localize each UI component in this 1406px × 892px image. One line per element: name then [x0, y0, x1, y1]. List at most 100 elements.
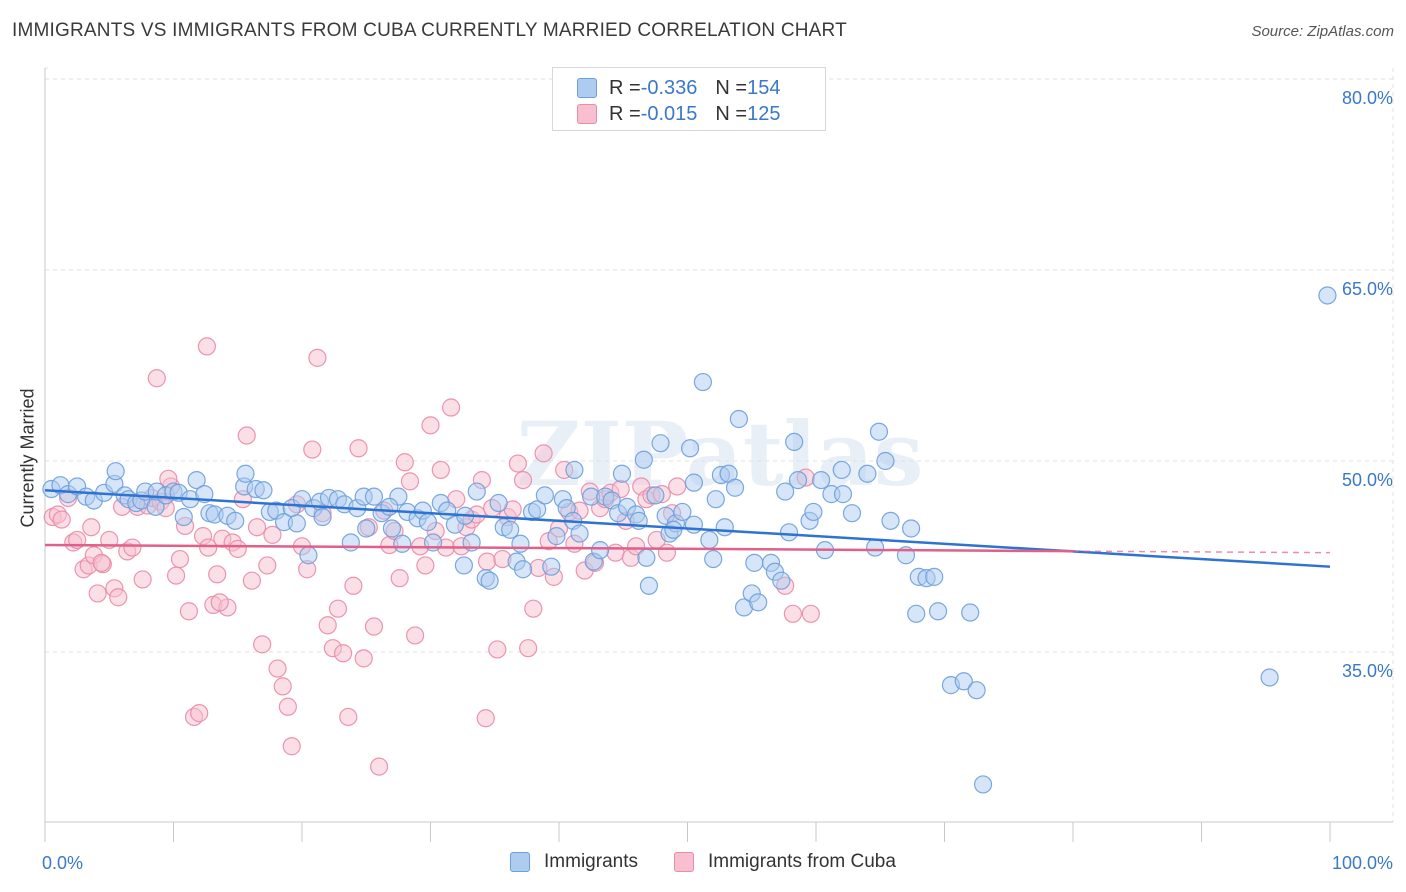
- trend-line-immigrants: [44, 489, 1331, 568]
- legend-n-value: 154: [747, 76, 781, 99]
- data-point-immigrants: [454, 556, 474, 575]
- legend-item-immigrants[interactable]: Immigrants: [510, 851, 638, 873]
- legend-row-cuba: R = -0.015 N = 125: [577, 101, 780, 127]
- data-point-immigrants: [833, 485, 853, 504]
- data-point-immigrants: [651, 434, 670, 453]
- data-point-immigrants: [513, 560, 533, 579]
- data-point-immigrants: [961, 603, 980, 622]
- legend-label-cuba: Immigrants from Cuba: [708, 851, 896, 872]
- data-point-cuba: [519, 639, 538, 658]
- data-point-immigrants: [680, 439, 700, 458]
- data-point-cuba: [431, 460, 450, 480]
- data-point-immigrants: [236, 464, 255, 483]
- data-point-immigrants: [812, 471, 831, 490]
- data-point-immigrants: [684, 473, 704, 492]
- data-point-cuba: [92, 553, 111, 572]
- data-point-immigrants: [1260, 668, 1279, 687]
- data-point-cuba: [783, 604, 802, 623]
- data-point-cuba: [370, 757, 389, 776]
- data-point-immigrants: [925, 567, 944, 586]
- data-point-cuba: [197, 337, 217, 356]
- data-point-immigrants: [364, 487, 384, 506]
- data-point-cuba: [82, 518, 101, 537]
- data-point-immigrants: [480, 571, 499, 590]
- data-point-immigrants: [842, 504, 862, 523]
- data-point-immigrants: [570, 524, 589, 543]
- data-point-cuba: [179, 602, 199, 621]
- data-point-immigrants: [646, 486, 665, 505]
- watermark-logo: ZIPatlas: [517, 402, 924, 506]
- data-point-immigrants: [788, 471, 808, 490]
- data-point-immigrants: [187, 471, 206, 490]
- data-point-cuba: [534, 444, 553, 463]
- data-point-cuba: [88, 584, 107, 603]
- data-point-cuba: [237, 426, 256, 445]
- data-point-immigrants: [967, 681, 986, 700]
- data-point-immigrants: [637, 548, 656, 567]
- data-point-cuba: [334, 644, 353, 663]
- data-point-immigrants: [776, 482, 795, 501]
- data-point-cuba: [668, 477, 687, 496]
- legend-item-cuba[interactable]: Immigrants from Cuba: [674, 851, 896, 873]
- data-point-immigrants: [684, 515, 704, 534]
- data-point-immigrants: [254, 481, 273, 500]
- data-point-immigrants: [804, 502, 823, 522]
- data-point-immigrants: [287, 514, 306, 533]
- data-point-cuba: [524, 599, 543, 618]
- data-point-immigrants: [382, 519, 402, 538]
- data-point-immigrants: [634, 450, 653, 469]
- data-point-cuba: [318, 616, 337, 635]
- data-point-immigrants: [535, 486, 554, 505]
- data-point-cuba: [303, 440, 322, 459]
- data-point-immigrants: [380, 497, 399, 516]
- data-point-cuba: [513, 471, 533, 490]
- data-point-cuba: [606, 543, 625, 562]
- legend-swatch-pink: [577, 104, 597, 124]
- data-point-immigrants: [745, 553, 764, 572]
- data-point-immigrants: [489, 493, 508, 513]
- data-point-cuba: [308, 348, 327, 367]
- legend-r-label: R =: [609, 102, 641, 125]
- data-point-cuba: [657, 543, 677, 562]
- data-point-cuba: [390, 569, 409, 588]
- source-credit: Source: ZipAtlas.com: [1251, 23, 1394, 40]
- data-point-cuba: [268, 659, 287, 678]
- data-point-immigrants: [901, 519, 921, 538]
- legend-n-value: 125: [747, 102, 781, 125]
- data-point-cuba: [208, 565, 227, 584]
- data-point-immigrants: [876, 451, 895, 471]
- data-point-immigrants: [341, 533, 360, 552]
- data-point-cuba: [400, 472, 420, 491]
- data-point-immigrants: [542, 557, 561, 576]
- data-point-immigrants: [729, 409, 749, 429]
- data-point-immigrants: [749, 593, 768, 612]
- data-point-immigrants: [869, 422, 889, 441]
- tick-labels: 35.0% 50.0% 65.0% 80.0% 0.0% 100.0%: [42, 88, 1393, 873]
- data-point-cuba: [263, 525, 282, 544]
- legend-swatch-pink: [674, 852, 694, 872]
- data-point-immigrants: [715, 518, 734, 537]
- data-point-immigrants: [725, 478, 745, 497]
- data-point-cuba: [253, 635, 272, 654]
- data-point-immigrants: [907, 604, 926, 623]
- data-point-cuba: [364, 617, 384, 636]
- chart-title: IMMIGRANTS VS IMMIGRANTS FROM CUBA CURRE…: [12, 20, 847, 41]
- series-legend: Immigrants Immigrants from Cuba: [0, 851, 1406, 873]
- x-tick-label: 0.0%: [42, 853, 83, 873]
- legend-r-value: -0.336: [640, 76, 698, 99]
- data-point-immigrants: [664, 520, 683, 539]
- legend-r-label: R =: [609, 76, 641, 99]
- data-point-immigrants: [106, 462, 125, 481]
- legend-swatch-blue: [577, 78, 597, 98]
- legend-label-immigrants: Immigrants: [544, 851, 638, 872]
- data-point-immigrants: [785, 432, 804, 451]
- data-point-immigrants: [954, 672, 973, 691]
- data-point-immigrants: [693, 372, 713, 392]
- data-point-cuba: [421, 416, 440, 435]
- data-point-cuba: [242, 571, 261, 590]
- legend-row-immigrants: R = -0.336 N = 154: [577, 75, 780, 101]
- data-point-immigrants: [832, 460, 851, 480]
- x-tick-label: 100.0%: [1332, 853, 1393, 873]
- data-point-cuba: [416, 556, 435, 575]
